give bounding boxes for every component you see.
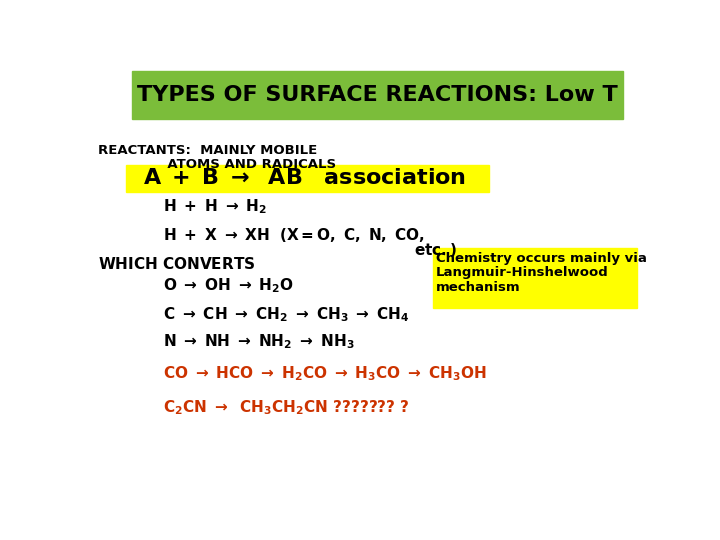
Text: $\bf{N\ \rightarrow\ NH\ \rightarrow\ NH_2\ \rightarrow\ NH_3}$: $\bf{N\ \rightarrow\ NH\ \rightarrow\ NH… <box>163 332 354 350</box>
Text: $\bf{A\ +\ B\ \rightarrow\ \ AB\ \ \ association}$: $\bf{A\ +\ B\ \rightarrow\ \ AB\ \ \ ass… <box>143 168 467 188</box>
Text: $\bf{CO\ \rightarrow\ HCO\ \rightarrow\ H_2CO\ \rightarrow\ H_3CO\ \rightarrow\ : $\bf{CO\ \rightarrow\ HCO\ \rightarrow\ … <box>163 364 486 383</box>
Text: REACTANTS:  MAINLY MOBILE: REACTANTS: MAINLY MOBILE <box>99 144 318 157</box>
Text: ATOMS AND RADICALS: ATOMS AND RADICALS <box>99 158 336 171</box>
Text: $\bf{C\ \rightarrow\ CH\ \rightarrow\ CH_2\ \rightarrow\ CH_3\ \rightarrow\ CH_4: $\bf{C\ \rightarrow\ CH\ \rightarrow\ CH… <box>163 305 409 323</box>
Text: $\bf{O\ \rightarrow\ OH\ \rightarrow\ H_2O}$: $\bf{O\ \rightarrow\ OH\ \rightarrow\ H_… <box>163 276 294 294</box>
Text: $\bf{WHICH\ CONVERTS}$: $\bf{WHICH\ CONVERTS}$ <box>99 256 256 272</box>
Text: $\bf{etc.)}$: $\bf{etc.)}$ <box>413 241 456 259</box>
Text: $\bf{C_2CN\ \rightarrow\ \ CH_3CH_2CN\ ???????\ ?}$: $\bf{C_2CN\ \rightarrow\ \ CH_3CH_2CN\ ?… <box>163 399 409 417</box>
Text: $\bf{H\ +\ X\ \rightarrow\ XH\ \ (X = O,\ C,\ N,\ CO,}$: $\bf{H\ +\ X\ \rightarrow\ XH\ \ (X = O,… <box>163 226 425 244</box>
Text: mechanism: mechanism <box>436 281 521 294</box>
FancyBboxPatch shape <box>132 71 623 119</box>
FancyBboxPatch shape <box>433 248 637 308</box>
Text: $\bf{H\ +\ H\ \rightarrow\ H_2}$: $\bf{H\ +\ H\ \rightarrow\ H_2}$ <box>163 197 266 215</box>
Text: TYPES OF SURFACE REACTIONS: Low T: TYPES OF SURFACE REACTIONS: Low T <box>137 85 618 105</box>
FancyBboxPatch shape <box>126 165 489 192</box>
Text: Langmuir-Hinshelwood: Langmuir-Hinshelwood <box>436 266 608 279</box>
Text: Chemistry occurs mainly via: Chemistry occurs mainly via <box>436 252 647 265</box>
